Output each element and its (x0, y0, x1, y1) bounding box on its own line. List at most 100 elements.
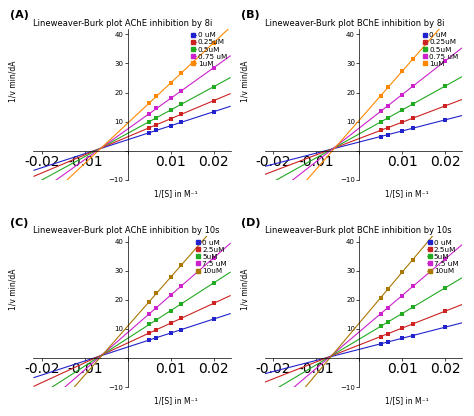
Point (377, 127, 384, 134)
Point (409, 101, 417, 107)
Legend: 0 uM, 0.25uM, 0.5uM, 0.75 uM, 1uM: 0 uM, 0.25uM, 0.5uM, 0.75 uM, 1uM (423, 32, 458, 67)
Point (167, 292, 174, 299)
Text: (D): (D) (241, 218, 261, 228)
Point (167, 115, 174, 122)
Text: Lineweaver-Burk plot AChE inhibition by 10s: Lineweaver-Burk plot AChE inhibition by … (34, 226, 220, 235)
X-axis label: 1/[S] in M⁻¹: 1/[S] in M⁻¹ (385, 189, 428, 198)
Point (384, 114, 392, 121)
Point (146, 110, 153, 117)
Point (441, 285, 449, 291)
Point (210, 300, 217, 307)
Y-axis label: 1/v min/dA: 1/v min/dA (9, 61, 18, 102)
Text: Lineweaver-Burk plot AChE inhibition by 8i: Lineweaver-Burk plot AChE inhibition by … (34, 19, 213, 28)
Point (441, 83, 449, 89)
X-axis label: 1/[S] in M⁻¹: 1/[S] in M⁻¹ (154, 189, 197, 198)
Point (210, 280, 217, 286)
Point (153, 127, 160, 134)
Point (377, 323, 384, 330)
Text: (C): (C) (10, 218, 28, 228)
Point (167, 79, 174, 86)
Point (178, 300, 185, 307)
Point (153, 334, 160, 341)
Point (146, 298, 153, 305)
Point (146, 129, 153, 136)
Point (441, 324, 449, 331)
Point (210, 64, 217, 71)
Point (398, 119, 406, 126)
Point (178, 262, 185, 268)
Y-axis label: 1/v min/dA: 1/v min/dA (9, 268, 18, 310)
Point (398, 91, 406, 98)
Point (178, 315, 185, 322)
Point (398, 325, 406, 332)
Point (377, 119, 384, 125)
Point (384, 102, 392, 109)
Point (409, 125, 417, 131)
Point (153, 317, 160, 323)
Point (146, 337, 153, 343)
Point (384, 286, 392, 292)
Point (178, 101, 185, 108)
Point (210, 40, 217, 46)
Point (167, 330, 174, 337)
Point (398, 68, 406, 75)
Point (210, 255, 217, 261)
Point (146, 330, 153, 337)
Point (146, 118, 153, 125)
Point (441, 103, 449, 109)
Point (153, 105, 160, 112)
Point (384, 304, 392, 311)
Point (409, 56, 417, 62)
Point (384, 339, 392, 345)
Point (167, 122, 174, 129)
Point (167, 107, 174, 114)
Point (398, 310, 406, 317)
Point (153, 290, 160, 297)
Point (178, 119, 185, 126)
Point (441, 116, 449, 123)
Text: (A): (A) (10, 10, 29, 20)
Point (210, 97, 217, 104)
Point (167, 274, 174, 280)
Point (409, 321, 417, 327)
Point (384, 84, 392, 91)
Point (377, 108, 384, 115)
Text: (B): (B) (241, 10, 260, 20)
Point (441, 58, 449, 64)
Point (178, 87, 185, 94)
Point (153, 304, 160, 311)
Y-axis label: 1/v min/dA: 1/v min/dA (240, 268, 249, 310)
Point (441, 218, 449, 225)
Point (178, 111, 185, 118)
Point (167, 320, 174, 327)
Point (409, 115, 417, 121)
Point (167, 307, 174, 314)
Point (210, 109, 217, 115)
Point (153, 114, 160, 121)
Point (153, 327, 160, 333)
Point (153, 121, 160, 128)
Point (384, 131, 392, 138)
Point (398, 128, 406, 134)
Point (146, 310, 153, 317)
Point (384, 319, 392, 325)
Point (210, 316, 217, 322)
X-axis label: 1/[S] in M⁻¹: 1/[S] in M⁻¹ (385, 396, 428, 405)
Point (178, 326, 185, 333)
Point (178, 282, 185, 289)
Point (384, 330, 392, 337)
Point (398, 335, 406, 342)
Point (178, 69, 185, 76)
Point (377, 340, 384, 347)
Point (409, 256, 417, 263)
Text: Lineweaver-Burk plot BChE inhibition by 10s: Lineweaver-Burk plot BChE inhibition by … (265, 226, 452, 235)
Legend: 0 uM, 2.5uM, 5uM, 7.5 uM, 10uM: 0 uM, 2.5uM, 5uM, 7.5 uM, 10uM (196, 240, 227, 274)
Y-axis label: 1/v min/dA: 1/v min/dA (240, 61, 249, 102)
Point (398, 292, 406, 299)
Point (377, 92, 384, 99)
Point (146, 321, 153, 328)
Point (409, 83, 417, 89)
Text: Lineweaver-Burk plot BChE inhibition by 8i: Lineweaver-Burk plot BChE inhibition by … (265, 19, 445, 28)
Point (377, 333, 384, 340)
Legend: 0 uM, 2.5uM, 5uM, 7.5 uM, 10uM: 0 uM, 2.5uM, 5uM, 7.5 uM, 10uM (428, 240, 458, 274)
